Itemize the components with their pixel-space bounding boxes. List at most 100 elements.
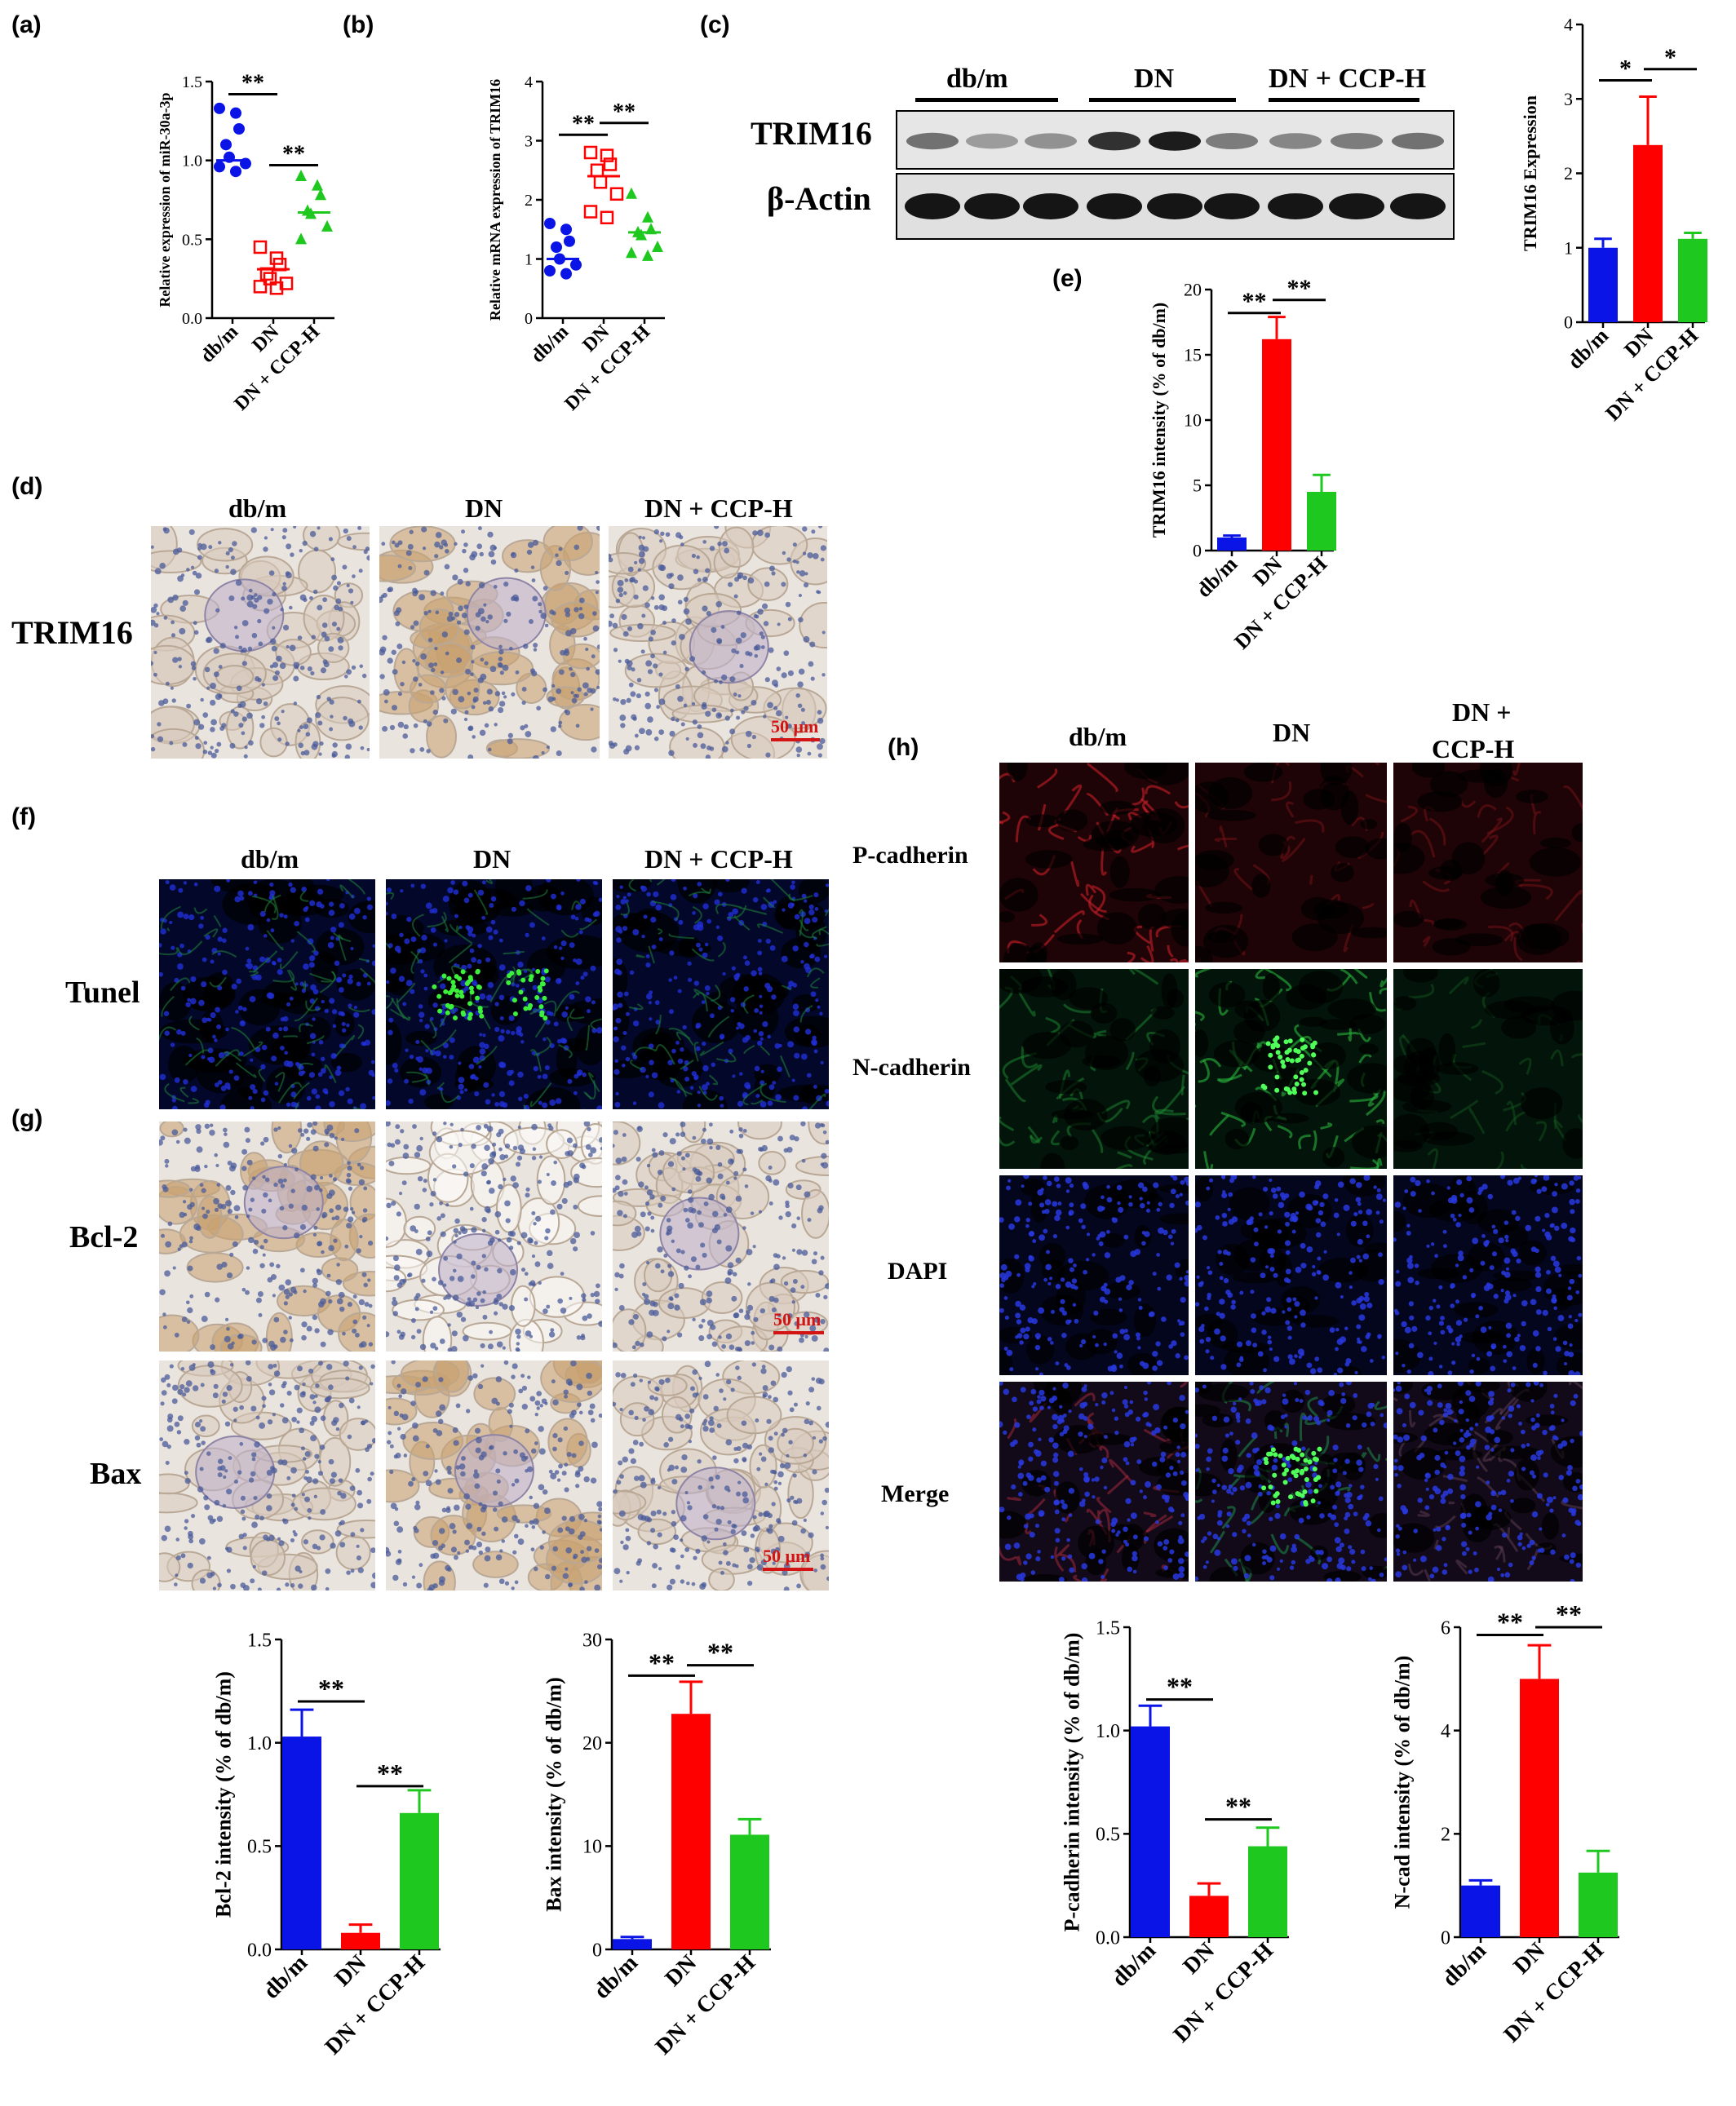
nucleus [472,735,476,739]
nucleus [177,1247,181,1251]
membrane [448,943,472,964]
lumen [1233,1020,1265,1044]
nucleus [1073,1263,1077,1268]
nucleus [312,1017,316,1021]
nucleus [625,1528,630,1533]
membrane [810,977,821,989]
nucleus [496,1479,501,1484]
nucleus [523,1093,529,1099]
nucleus [198,1537,206,1545]
nucleus [711,707,717,713]
nucleus [544,1236,549,1241]
nucleus [272,1032,279,1039]
nucleus [715,1373,720,1377]
nucleus [781,672,787,679]
nucleus [301,1493,305,1497]
signal [1070,861,1080,887]
nucleus [206,1210,210,1214]
nucleus [425,1480,432,1487]
nucleus [551,1379,556,1384]
nucleus [731,648,737,653]
nucleus [170,633,176,638]
signal [1520,1164,1529,1169]
nucleus [250,1106,255,1109]
nucleus [248,1237,255,1244]
membrane [587,1072,600,1093]
nucleus [206,1057,211,1061]
nucleus [286,645,290,649]
nucleus [666,1584,673,1591]
nucleus [297,728,301,732]
tunel-positive [539,1012,545,1018]
nucleus [329,1132,335,1139]
nucleus [650,596,655,600]
nucleus [397,540,403,546]
nucleus [730,1159,734,1163]
nucleus [476,543,483,550]
membrane [386,942,391,949]
bar-2 [400,1812,439,1949]
nucleus [451,616,456,621]
nucleus [764,1510,770,1517]
lumen [168,1046,201,1084]
blot-group-line-dn-ccp [1269,98,1419,102]
nucleus [262,1338,268,1343]
nucleus [366,904,373,910]
nucleus [431,667,436,673]
tunel-positive [512,998,517,1003]
nucleus [658,594,665,601]
nucleus [328,1384,334,1391]
nucleus [182,1392,187,1397]
nucleus [618,1191,624,1197]
lumen [1340,790,1359,825]
nucleus [282,1225,288,1231]
nucleus [372,1095,375,1100]
membrane [251,895,277,914]
nucleus [193,676,197,681]
nucleus [750,1533,755,1538]
y-tick-label: 0.0 [1096,1927,1120,1949]
nucleus [1023,1175,1030,1179]
membrane [509,968,535,982]
signal [1050,1130,1061,1146]
nucleus [503,1451,507,1456]
nucleus [763,715,767,719]
nucleus [999,1217,1004,1223]
nucleus [819,737,826,745]
nucleus [719,680,723,684]
nucleus [326,697,331,701]
nucleus [423,1179,427,1184]
nucleus [1065,1189,1070,1193]
nucleus [336,1298,343,1305]
nucleus [803,635,810,643]
lumen [1057,933,1104,945]
nucleus [594,1548,600,1553]
nucleus [224,1082,231,1089]
nucleus [153,672,157,677]
nucleus [811,1377,816,1381]
nucleus [678,919,684,925]
tubule [159,1122,184,1138]
nucleus [568,1528,575,1535]
signal [999,821,1004,825]
nucleus [471,705,476,710]
signal [1459,799,1477,808]
nucleus [651,1583,657,1589]
nucleus [549,1099,556,1106]
nucleus [232,1241,238,1247]
nucleus [760,1368,767,1374]
nucleus [468,1300,476,1307]
nucleus [568,1582,573,1587]
nucleus [587,1153,593,1157]
nucleus [184,1137,191,1144]
nucleus [553,1160,558,1165]
nucleus [807,751,812,756]
lumen [1224,1129,1250,1150]
lumen [1057,1260,1109,1291]
nucleus [613,648,618,653]
tubule [323,1122,375,1143]
nucleus [250,1405,257,1412]
nucleus [720,625,725,629]
nucleus [521,700,526,706]
